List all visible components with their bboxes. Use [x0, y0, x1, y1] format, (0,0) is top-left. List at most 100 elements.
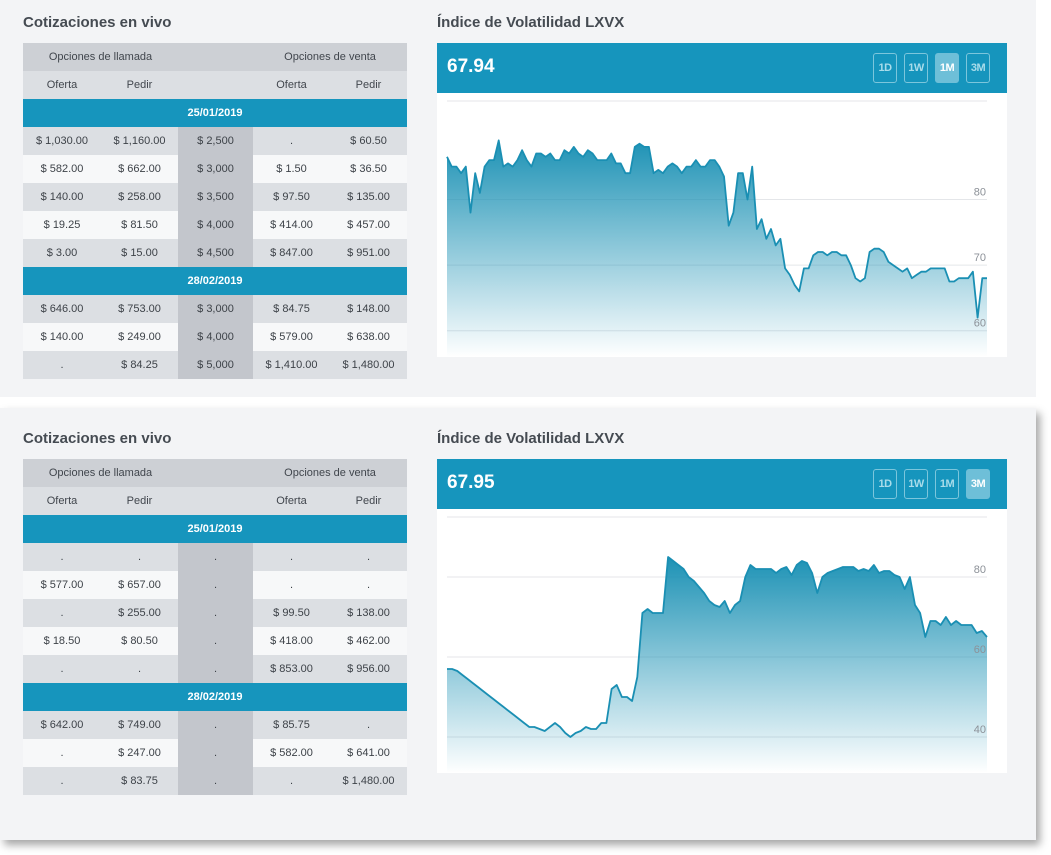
put-bid-cell: $ 97.50: [253, 183, 330, 211]
expiry-date-row: 28/02/2019: [23, 683, 408, 711]
table-row: ... $ 853.00 $ 956.00: [23, 655, 408, 683]
volatility-chart: 80 70 60: [437, 93, 1007, 357]
call-bid-cell: $ 18.50: [23, 627, 101, 655]
range-1m-button[interactable]: 1M: [935, 53, 959, 83]
expiry-date: 25/01/2019: [23, 515, 408, 543]
table-row: $ 18.50 $ 80.50. $ 418.00 $ 462.00: [23, 627, 408, 655]
put-ask-cell: .: [330, 543, 408, 571]
put-ask-cell: $ 36.50: [330, 155, 408, 183]
put-ask-cell: $ 951.00: [330, 239, 408, 267]
call-ask-cell: $ 81.50: [101, 211, 178, 239]
put-bid-cell: $ 414.00: [253, 211, 330, 239]
put-ask-cell: $ 135.00: [330, 183, 408, 211]
put-ask-cell: .: [330, 571, 408, 599]
put-bid-cell: $ 84.75: [253, 295, 330, 323]
put-bid-cell: $ 1,410.00: [253, 351, 330, 379]
strike-header: [178, 71, 253, 99]
put-ask-cell: $ 1,480.00: [330, 351, 408, 379]
put-bid-cell: $ 418.00: [253, 627, 330, 655]
range-1w-button[interactable]: 1W: [904, 53, 928, 83]
table-group-header: Opciones de llamada Opciones de venta: [23, 459, 408, 487]
chart-title: Índice de Volatilidad LXVX: [437, 430, 625, 447]
strike-cell: $ 3,000: [178, 295, 253, 323]
call-bid-cell: .: [23, 543, 101, 571]
range-1d-button[interactable]: 1D: [873, 469, 897, 499]
put-ask-cell: .: [330, 711, 408, 739]
call-ask-cell: $ 15.00: [101, 239, 178, 267]
table-column-header: Oferta Pedir Oferta Pedir: [23, 71, 408, 99]
call-bid-header: Oferta: [23, 71, 101, 99]
range-3m-button[interactable]: 3M: [966, 469, 990, 499]
strike-cell: $ 5,000: [178, 351, 253, 379]
call-ask-cell: $ 80.50: [101, 627, 178, 655]
calls-header: Opciones de llamada: [23, 459, 178, 487]
table-row: .....: [23, 543, 408, 571]
call-bid-cell: $ 19.25: [23, 211, 101, 239]
call-ask-cell: $ 83.75: [101, 767, 178, 795]
strike-header: [178, 459, 253, 487]
table-row: $ 140.00 $ 258.00 $ 3,500 $ 97.50 $ 135.00: [23, 183, 408, 211]
table-row: . $ 255.00. $ 99.50 $ 138.00: [23, 599, 408, 627]
call-ask-cell: $ 662.00: [101, 155, 178, 183]
strike-cell: .: [178, 543, 253, 571]
range-1w-button[interactable]: 1W: [904, 469, 928, 499]
put-ask-cell: $ 457.00: [330, 211, 408, 239]
series-area: [447, 140, 987, 357]
put-bid-cell: $ 853.00: [253, 655, 330, 683]
y-tick-label: 80: [974, 186, 986, 198]
strike-cell: .: [178, 655, 253, 683]
call-ask-cell: $ 84.25: [101, 351, 178, 379]
chart-header: 67.94 1D 1W 1M 3M: [437, 43, 1007, 93]
y-tick-label: 80: [974, 564, 986, 576]
index-value: 67.95: [447, 472, 495, 493]
strike-header: [178, 43, 253, 71]
range-1d-button[interactable]: 1D: [873, 53, 897, 83]
table-column-header: Oferta Pedir Oferta Pedir: [23, 487, 408, 515]
put-bid-cell: .: [253, 127, 330, 155]
table-row: $ 642.00 $ 749.00. $ 85.75.: [23, 711, 408, 739]
quotes-panel-1: Cotizaciones en vivo Índice de Volatilid…: [0, 0, 1036, 397]
expiry-date: 28/02/2019: [23, 267, 408, 295]
puts-header: Opciones de venta: [253, 43, 408, 71]
strike-cell: .: [178, 739, 253, 767]
call-bid-cell: $ 642.00: [23, 711, 101, 739]
call-ask-cell: .: [101, 655, 178, 683]
put-ask-cell: $ 60.50: [330, 127, 408, 155]
index-value: 67.94: [447, 56, 495, 77]
call-ask-cell: $ 749.00: [101, 711, 178, 739]
call-ask-cell: $ 753.00: [101, 295, 178, 323]
put-bid-header: Oferta: [253, 71, 330, 99]
call-bid-cell: $ 140.00: [23, 183, 101, 211]
table-row: . $ 83.75.. $ 1,480.00: [23, 767, 408, 795]
put-bid-cell: $ 99.50: [253, 599, 330, 627]
table-row: . $ 247.00. $ 582.00 $ 641.00: [23, 739, 408, 767]
put-bid-cell: .: [253, 543, 330, 571]
strike-cell: $ 4,000: [178, 211, 253, 239]
range-1m-button[interactable]: 1M: [935, 469, 959, 499]
range-3m-button[interactable]: 3M: [966, 53, 990, 83]
call-bid-cell: $ 582.00: [23, 155, 101, 183]
call-bid-cell: $ 140.00: [23, 323, 101, 351]
series-line: [446, 139, 987, 319]
strike-header: [178, 487, 253, 515]
calls-header: Opciones de llamada: [23, 43, 178, 71]
quotes-table: Opciones de llamada Opciones de venta Ofer…: [23, 459, 408, 795]
call-bid-cell: .: [23, 739, 101, 767]
expiry-date-row: 28/02/2019: [23, 267, 408, 295]
chart-title: Índice de Volatilidad LXVX: [437, 14, 625, 31]
call-bid-cell: .: [23, 351, 101, 379]
call-bid-cell: $ 1,030.00: [23, 127, 101, 155]
put-bid-cell: $ 85.75: [253, 711, 330, 739]
put-ask-cell: $ 641.00: [330, 739, 408, 767]
call-bid-cell: .: [23, 599, 101, 627]
y-tick-label: 40: [974, 724, 986, 736]
call-ask-cell: $ 1,160.00: [101, 127, 178, 155]
table-row: $ 582.00 $ 662.00 $ 3,000 $ 1.50 $ 36.50: [23, 155, 408, 183]
call-bid-cell: $ 3.00: [23, 239, 101, 267]
strike-cell: .: [178, 571, 253, 599]
put-bid-cell: $ 847.00: [253, 239, 330, 267]
chart-header: 67.95 1D 1W 1M 3M: [437, 459, 1007, 509]
puts-header: Opciones de venta: [253, 459, 408, 487]
strike-cell: $ 3,500: [178, 183, 253, 211]
strike-cell: $ 2,500: [178, 127, 253, 155]
